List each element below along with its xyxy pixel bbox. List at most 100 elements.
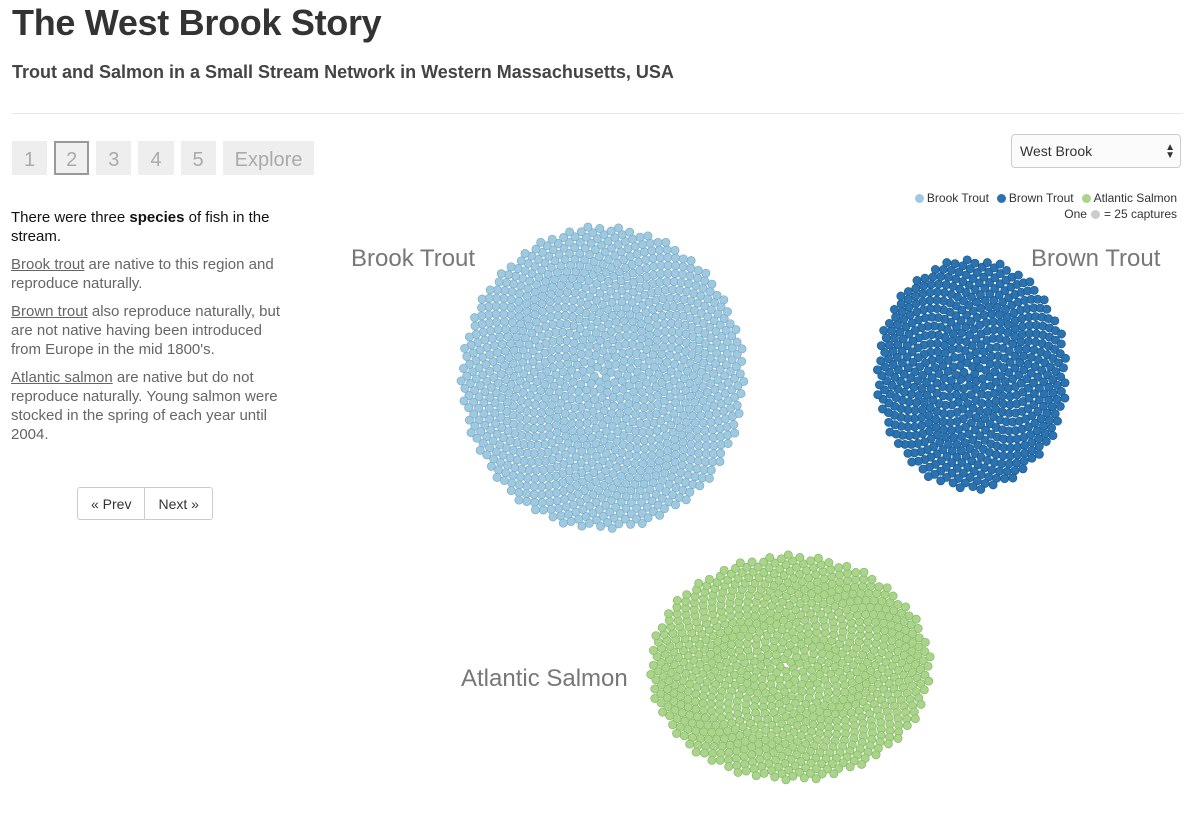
fish-dot [657,623,667,633]
fish-dot [961,288,971,297]
page-button-3[interactable]: 3 [96,141,132,175]
fish-dot [838,695,848,705]
fish-dot [679,355,689,365]
fish-dot [991,404,1001,414]
fish-dot [877,647,887,657]
fish-dot [806,758,816,768]
fish-dot [736,631,746,641]
fish-dot [820,582,830,592]
fish-dot [512,384,522,394]
river-select[interactable]: West Brook ▲ ▼ [1011,134,1181,168]
fish-dot [749,656,759,666]
atlantic-salmon-link[interactable]: Atlantic salmon [11,369,113,386]
fish-dot [714,674,724,684]
fish-dot [687,350,697,360]
fish-dot [529,449,539,459]
fish-dot [685,462,695,472]
fish-dot [876,341,886,351]
fish-dot [987,465,997,475]
fish-dot [672,729,682,738]
fish-dot [1005,451,1015,461]
fish-dot [648,350,658,359]
fish-dot [1060,393,1070,403]
brook-trout-link[interactable]: Brook trout [11,256,85,273]
page-button-1[interactable]: 1 [12,141,48,175]
fish-dot [586,378,596,388]
fish-dot [576,427,586,437]
fish-dot [955,483,965,493]
fish-dot [909,382,919,392]
fish-dot [858,697,868,707]
fish-dot [704,410,714,420]
fish-dot [775,681,785,691]
fish-dot [748,757,757,767]
fish-dot [873,705,882,715]
fish-dot [755,755,765,764]
fish-dot [678,262,688,272]
fish-dot [777,751,787,761]
fish-dot [581,282,590,292]
fish-dot [596,356,606,365]
fish-dot [601,426,611,436]
fish-dot [838,649,847,659]
brown-trout-link[interactable]: Brown trout [11,303,88,320]
fish-dot [584,341,594,351]
prev-button[interactable]: « Prev [77,487,146,520]
page-button-4[interactable]: 4 [138,141,174,175]
explore-button[interactable]: Explore [222,141,315,175]
fish-dot [954,267,964,277]
fish-dot [698,691,708,701]
fish-dot [1044,395,1054,405]
fish-dot [526,440,536,450]
fish-dot [734,610,744,620]
fish-dot [554,435,564,445]
page-button-2[interactable]: 2 [54,141,90,175]
fish-dot [1013,450,1022,460]
fish-dot [1014,416,1024,426]
fish-dot [928,395,938,405]
fish-dot [835,667,845,677]
fish-dot [545,296,555,306]
fish-dot [790,684,800,694]
fish-dot [518,273,528,283]
fish-dot [642,345,652,354]
fish-dot [619,431,629,441]
fish-dot [992,342,1002,352]
fish-dot [813,679,822,689]
fish-dot [488,436,498,446]
fish-dot [576,458,586,468]
fish-dot [750,695,760,705]
page-button-5[interactable]: 5 [180,141,216,175]
fish-dot [713,392,723,401]
fish-dot [845,671,855,680]
fish-dot [518,326,528,336]
fish-dot [811,569,821,579]
fish-dot [570,243,580,253]
fish-dot [615,393,625,403]
fish-dot [881,604,891,614]
fish-dot [815,706,825,716]
fish-dot [589,371,599,381]
fish-dot [518,388,528,397]
fish-dot [769,569,779,579]
fish-dot [726,611,736,621]
legend-dot-atlantic-salmon [1081,193,1091,203]
fish-dot [708,590,718,600]
next-button[interactable]: Next » [145,487,213,520]
fish-dot [548,336,558,346]
fish-dot [811,774,821,784]
fish-dot [857,738,867,748]
fish-dot [938,445,948,455]
fish-dot [830,695,840,705]
fish-dot [706,649,716,659]
fish-dot [924,676,934,686]
fish-dot [945,298,955,308]
fish-dot [723,439,733,448]
fish-dot [534,272,544,282]
fish-dot [670,680,680,690]
fish-dot [567,411,577,421]
fish-dot [748,567,758,577]
fish-dot [564,475,574,485]
fish-dot [893,689,903,699]
fish-dot [821,754,831,763]
